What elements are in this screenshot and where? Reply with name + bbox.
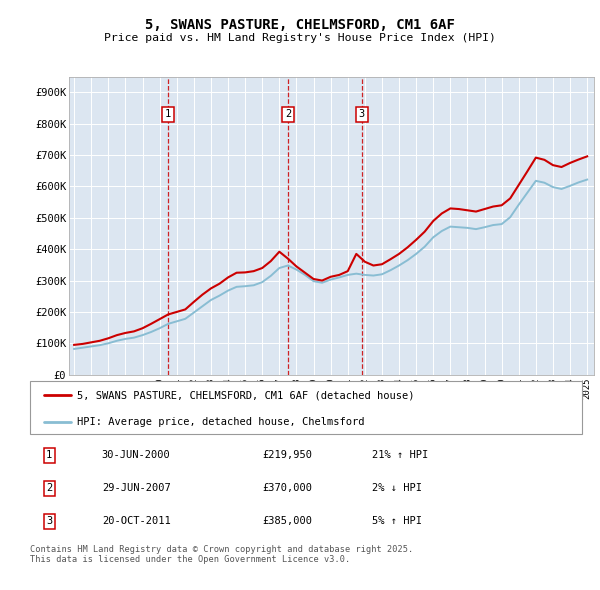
Text: 2% ↓ HPI: 2% ↓ HPI [372,483,422,493]
Text: HPI: Average price, detached house, Chelmsford: HPI: Average price, detached house, Chel… [77,417,364,427]
Text: 2: 2 [46,483,52,493]
Text: 30-JUN-2000: 30-JUN-2000 [102,450,170,460]
Text: Price paid vs. HM Land Registry's House Price Index (HPI): Price paid vs. HM Land Registry's House … [104,34,496,43]
Text: 21% ↑ HPI: 21% ↑ HPI [372,450,428,460]
Text: £370,000: £370,000 [262,483,312,493]
Text: 29-JUN-2007: 29-JUN-2007 [102,483,170,493]
Text: 2: 2 [285,109,291,119]
Text: Contains HM Land Registry data © Crown copyright and database right 2025.
This d: Contains HM Land Registry data © Crown c… [30,545,413,565]
Text: 5, SWANS PASTURE, CHELMSFORD, CM1 6AF: 5, SWANS PASTURE, CHELMSFORD, CM1 6AF [145,18,455,32]
Text: £219,950: £219,950 [262,450,312,460]
Text: 20-OCT-2011: 20-OCT-2011 [102,516,170,526]
Text: 5% ↑ HPI: 5% ↑ HPI [372,516,422,526]
FancyBboxPatch shape [30,381,582,434]
Text: 5, SWANS PASTURE, CHELMSFORD, CM1 6AF (detached house): 5, SWANS PASTURE, CHELMSFORD, CM1 6AF (d… [77,391,415,401]
Text: 3: 3 [46,516,52,526]
Text: 3: 3 [359,109,365,119]
Text: £385,000: £385,000 [262,516,312,526]
Text: 1: 1 [46,450,52,460]
Text: 1: 1 [165,109,172,119]
